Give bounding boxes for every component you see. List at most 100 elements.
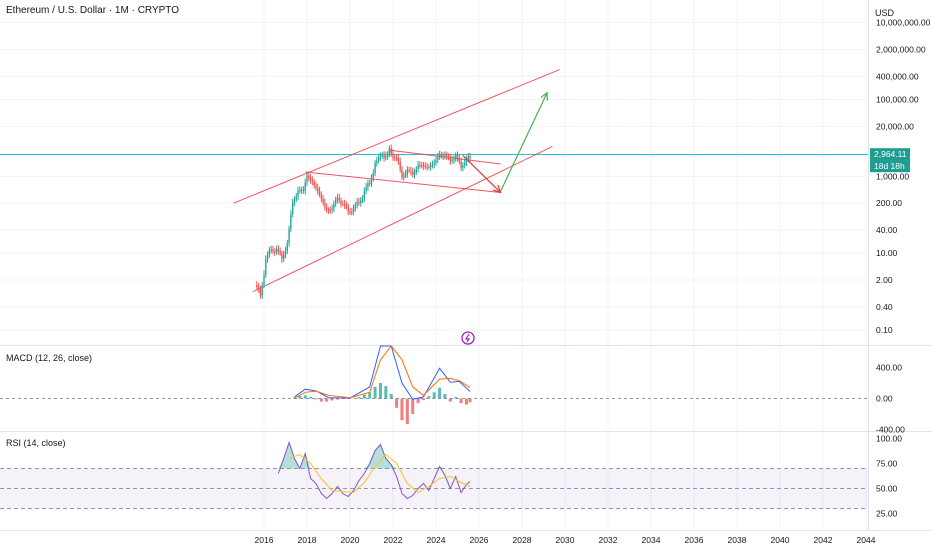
candle-body — [324, 203, 326, 208]
candle-body — [399, 161, 401, 170]
candle-body — [347, 206, 349, 212]
candle-body — [356, 201, 358, 205]
time-tick-label: 2028 — [513, 535, 532, 545]
macd-histogram-bar — [405, 398, 409, 425]
symbol-title[interactable]: Ethereum / U.S. Dollar · 1M · CRYPTO — [6, 5, 180, 16]
rsi-line — [277, 440, 471, 500]
time-tick-label: 2018 — [298, 535, 317, 545]
candle-body — [326, 207, 328, 211]
candle-body — [300, 189, 303, 191]
candle-body — [381, 154, 383, 157]
candle-body — [268, 250, 271, 255]
candle-body — [311, 180, 314, 183]
logo-ring — [461, 331, 475, 345]
price-tick-label: 2.00 — [876, 275, 893, 285]
candle-body — [306, 175, 308, 183]
candle-body — [413, 172, 416, 175]
macd-histogram-bar — [454, 396, 458, 399]
candle-body — [299, 190, 301, 192]
macd-histogram-bar — [368, 392, 372, 399]
rsi-overbought-fill — [385, 458, 392, 469]
candle-body — [283, 254, 285, 260]
time-tick-label: 2030 — [556, 535, 575, 545]
candle-body — [293, 199, 296, 203]
macd-label[interactable]: MACD (12, 26, close) — [6, 353, 93, 363]
rsi-label[interactable]: RSI (14, close) — [6, 438, 66, 448]
candle-body — [449, 157, 452, 162]
candle-body — [263, 274, 265, 286]
candle-body — [444, 155, 446, 157]
candle-body — [286, 243, 288, 251]
rsi-overbought-fill — [364, 463, 370, 469]
candle-body — [394, 157, 396, 159]
candle-body — [333, 204, 335, 209]
macd-histogram-bar — [319, 398, 323, 402]
candle-body — [295, 196, 297, 200]
time-tick-label: 2044 — [857, 535, 876, 545]
macd-line — [294, 345, 471, 400]
rsi-tick-label: 50.00 — [876, 484, 898, 494]
candle-body — [302, 189, 305, 191]
candle-body — [442, 155, 444, 157]
price-badge — [870, 160, 910, 173]
candle-body — [279, 251, 281, 254]
price-badge-label: 2,964.11 — [874, 149, 907, 159]
macd-histogram-bar — [362, 394, 366, 399]
price-tick-label: 1,000.00 — [876, 171, 909, 181]
candle-body — [345, 205, 348, 207]
candle-body — [397, 157, 400, 162]
candle-body — [261, 285, 263, 296]
candle-body — [415, 169, 417, 173]
candle-body — [265, 259, 267, 275]
candle-body — [304, 182, 306, 191]
candle-body — [428, 166, 430, 168]
price-tick-label: 20,000.00 — [876, 121, 914, 131]
logo-bolt — [464, 333, 471, 343]
time-tick-label: 2040 — [771, 535, 790, 545]
candle-body — [379, 156, 382, 158]
candle-body — [462, 165, 464, 168]
price-tick-label: 100,000.00 — [876, 94, 919, 104]
candle-body — [383, 154, 385, 159]
candle-body — [358, 201, 360, 204]
macd-histogram-bar — [432, 392, 436, 399]
candle-body — [435, 159, 437, 163]
currency-label: USD — [874, 8, 894, 18]
candle-body — [288, 228, 290, 244]
time-tick-label: 2020 — [341, 535, 360, 545]
macd-histogram-bar — [416, 398, 420, 404]
candle-body — [317, 188, 319, 191]
trend-line — [253, 145, 553, 293]
candle-body — [447, 156, 450, 158]
time-tick-label: 2032 — [599, 535, 618, 545]
candle-body — [426, 166, 428, 168]
candle-body — [388, 148, 391, 155]
candle-body — [465, 159, 468, 163]
macd-histogram-bar — [443, 393, 447, 399]
rsi-overbought-fill — [380, 444, 386, 469]
macd-histogram-bar — [298, 395, 302, 399]
time-tick-label: 2022 — [384, 535, 403, 545]
candle-body — [404, 174, 407, 176]
rsi-overbought-fill — [289, 442, 295, 469]
candle-body — [408, 169, 410, 171]
candle-body — [392, 153, 394, 158]
price-tick-label: 0.10 — [876, 325, 893, 335]
candle-body — [272, 249, 274, 252]
price-tick-label: 2,000,000.00 — [876, 45, 926, 55]
candle-body — [469, 156, 471, 159]
candle-body — [320, 194, 323, 199]
time-tick-label: 2026 — [470, 535, 489, 545]
time-tick-label: 2036 — [685, 535, 704, 545]
macd-histogram-bar — [459, 398, 463, 404]
candle-body — [390, 148, 392, 154]
candle-body — [281, 253, 283, 260]
macd-histogram-bar — [335, 398, 339, 400]
macd-histogram-bar — [411, 398, 415, 414]
macd-tick-label: 0.00 — [876, 394, 893, 404]
candle-body — [406, 169, 409, 175]
candle-body — [401, 169, 403, 178]
candle-body — [291, 202, 294, 215]
time-tick-label: 2016 — [255, 535, 274, 545]
